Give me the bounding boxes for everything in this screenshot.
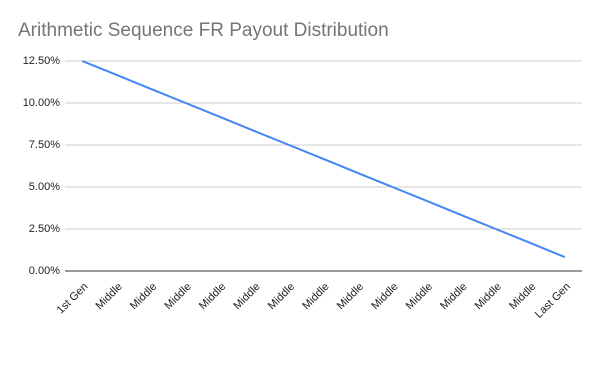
y-tick-label: 5.00% (29, 181, 60, 193)
y-tick-label: 0.00% (29, 265, 60, 277)
y-tick-label: 2.50% (29, 223, 60, 235)
y-tick-label: 12.50% (23, 55, 61, 67)
line-series (81, 60, 566, 258)
chart-title: Arithmetic Sequence FR Payout Distributi… (18, 20, 389, 41)
y-tick-label: 10.00% (23, 97, 61, 109)
y-tick-label: 7.50% (29, 139, 60, 151)
